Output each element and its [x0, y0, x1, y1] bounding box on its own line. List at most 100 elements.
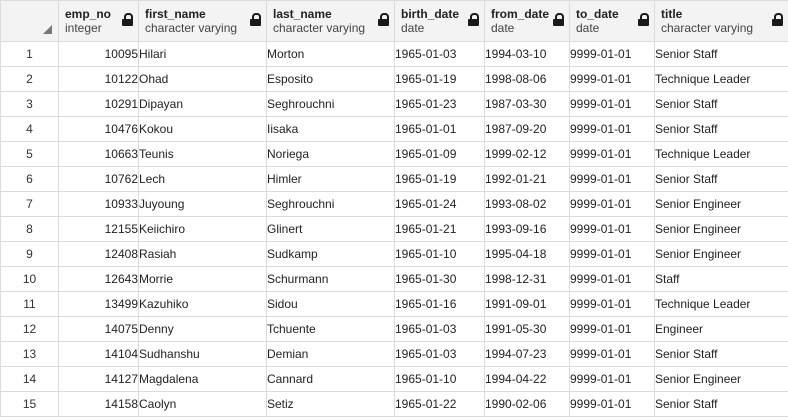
- cell-emp-no[interactable]: 10476: [58, 116, 139, 142]
- cell-birth-date[interactable]: 1965-01-30: [394, 266, 485, 292]
- cell-first-name[interactable]: Ohad: [138, 66, 267, 92]
- cell-birth-date[interactable]: 1965-01-19: [394, 166, 485, 192]
- cell-title[interactable]: Technique Leader: [654, 291, 788, 317]
- cell-emp-no[interactable]: 10122: [58, 66, 139, 92]
- cell-first-name[interactable]: Lech: [138, 166, 267, 192]
- cell-from-date[interactable]: 1999-02-12: [484, 141, 570, 167]
- cell-from-date[interactable]: 1998-12-31: [484, 266, 570, 292]
- table-row[interactable]: 15 14158 Caolyn Setiz 1965-01-22 1990-02…: [0, 391, 788, 417]
- cell-last-name[interactable]: Morton: [266, 41, 395, 67]
- cell-from-date[interactable]: 1992-01-21: [484, 166, 570, 192]
- row-number[interactable]: 14: [0, 366, 59, 392]
- row-number[interactable]: 8: [0, 216, 59, 242]
- cell-first-name[interactable]: Rasiah: [138, 241, 267, 267]
- row-number[interactable]: 3: [0, 91, 59, 117]
- cell-first-name[interactable]: Keiichiro: [138, 216, 267, 242]
- cell-to-date[interactable]: 9999-01-01: [569, 141, 655, 167]
- cell-from-date[interactable]: 1987-09-20: [484, 116, 570, 142]
- cell-last-name[interactable]: Sudkamp: [266, 241, 395, 267]
- cell-last-name[interactable]: Tchuente: [266, 316, 395, 342]
- cell-title[interactable]: Senior Engineer: [654, 191, 788, 217]
- cell-birth-date[interactable]: 1965-01-10: [394, 366, 485, 392]
- cell-emp-no[interactable]: 10663: [58, 141, 139, 167]
- cell-title[interactable]: Senior Staff: [654, 166, 788, 192]
- table-row[interactable]: 11 13499 Kazuhiko Sidou 1965-01-16 1991-…: [0, 291, 788, 317]
- cell-last-name[interactable]: Glinert: [266, 216, 395, 242]
- cell-last-name[interactable]: Iisaka: [266, 116, 395, 142]
- cell-to-date[interactable]: 9999-01-01: [569, 291, 655, 317]
- cell-birth-date[interactable]: 1965-01-19: [394, 66, 485, 92]
- cell-last-name[interactable]: Demian: [266, 341, 395, 367]
- cell-birth-date[interactable]: 1965-01-09: [394, 141, 485, 167]
- cell-birth-date[interactable]: 1965-01-21: [394, 216, 485, 242]
- row-number[interactable]: 1: [0, 41, 59, 67]
- select-all-corner-icon[interactable]: [43, 25, 52, 34]
- row-number[interactable]: 5: [0, 141, 59, 167]
- cell-from-date[interactable]: 1994-07-23: [484, 341, 570, 367]
- cell-to-date[interactable]: 9999-01-01: [569, 241, 655, 267]
- cell-birth-date[interactable]: 1965-01-01: [394, 116, 485, 142]
- cell-to-date[interactable]: 9999-01-01: [569, 91, 655, 117]
- cell-title[interactable]: Senior Staff: [654, 41, 788, 67]
- row-number[interactable]: 9: [0, 241, 59, 267]
- cell-birth-date[interactable]: 1965-01-10: [394, 241, 485, 267]
- cell-birth-date[interactable]: 1965-01-03: [394, 41, 485, 67]
- row-number[interactable]: 7: [0, 191, 59, 217]
- cell-to-date[interactable]: 9999-01-01: [569, 41, 655, 67]
- row-number[interactable]: 2: [0, 66, 59, 92]
- cell-emp-no[interactable]: 12408: [58, 241, 139, 267]
- cell-title[interactable]: Technique Leader: [654, 141, 788, 167]
- cell-emp-no[interactable]: 14127: [58, 366, 139, 392]
- table-row[interactable]: 12 14075 Denny Tchuente 1965-01-03 1991-…: [0, 316, 788, 342]
- cell-last-name[interactable]: Himler: [266, 166, 395, 192]
- cell-title[interactable]: Senior Staff: [654, 116, 788, 142]
- cell-first-name[interactable]: Sudhanshu: [138, 341, 267, 367]
- table-row[interactable]: 8 12155 Keiichiro Glinert 1965-01-21 199…: [0, 216, 788, 242]
- cell-first-name[interactable]: Caolyn: [138, 391, 267, 417]
- column-header-first-name[interactable]: first_name character varying: [138, 0, 267, 42]
- row-number[interactable]: 6: [0, 166, 59, 192]
- cell-first-name[interactable]: Dipayan: [138, 91, 267, 117]
- cell-first-name[interactable]: Juyoung: [138, 191, 267, 217]
- cell-first-name[interactable]: Denny: [138, 316, 267, 342]
- table-row[interactable]: 10 12643 Morrie Schurmann 1965-01-30 199…: [0, 266, 788, 292]
- cell-title[interactable]: Senior Staff: [654, 391, 788, 417]
- cell-birth-date[interactable]: 1965-01-22: [394, 391, 485, 417]
- cell-to-date[interactable]: 9999-01-01: [569, 316, 655, 342]
- table-row[interactable]: 3 10291 Dipayan Seghrouchni 1965-01-23 1…: [0, 91, 788, 117]
- cell-to-date[interactable]: 9999-01-01: [569, 366, 655, 392]
- cell-birth-date[interactable]: 1965-01-16: [394, 291, 485, 317]
- cell-to-date[interactable]: 9999-01-01: [569, 66, 655, 92]
- row-number[interactable]: 4: [0, 116, 59, 142]
- cell-emp-no[interactable]: 12155: [58, 216, 139, 242]
- cell-from-date[interactable]: 1987-03-30: [484, 91, 570, 117]
- column-header-title[interactable]: title character varying: [654, 0, 788, 42]
- cell-from-date[interactable]: 1990-02-06: [484, 391, 570, 417]
- cell-birth-date[interactable]: 1965-01-23: [394, 91, 485, 117]
- cell-title[interactable]: Senior Staff: [654, 341, 788, 367]
- cell-emp-no[interactable]: 14158: [58, 391, 139, 417]
- column-header-from-date[interactable]: from_date date: [484, 0, 570, 42]
- cell-last-name[interactable]: Noriega: [266, 141, 395, 167]
- row-number[interactable]: 10: [0, 266, 59, 292]
- cell-to-date[interactable]: 9999-01-01: [569, 116, 655, 142]
- cell-birth-date[interactable]: 1965-01-24: [394, 191, 485, 217]
- cell-from-date[interactable]: 1993-09-16: [484, 216, 570, 242]
- cell-last-name[interactable]: Sidou: [266, 291, 395, 317]
- table-row[interactable]: 4 10476 Kokou Iisaka 1965-01-01 1987-09-…: [0, 116, 788, 142]
- cell-from-date[interactable]: 1991-09-01: [484, 291, 570, 317]
- table-row[interactable]: 2 10122 Ohad Esposito 1965-01-19 1998-08…: [0, 66, 788, 92]
- cell-first-name[interactable]: Hilari: [138, 41, 267, 67]
- cell-first-name[interactable]: Kokou: [138, 116, 267, 142]
- cell-from-date[interactable]: 1994-04-22: [484, 366, 570, 392]
- cell-from-date[interactable]: 1991-05-30: [484, 316, 570, 342]
- cell-emp-no[interactable]: 10291: [58, 91, 139, 117]
- cell-last-name[interactable]: Cannard: [266, 366, 395, 392]
- table-row[interactable]: 1 10095 Hilari Morton 1965-01-03 1994-03…: [0, 41, 788, 67]
- row-number[interactable]: 12: [0, 316, 59, 342]
- cell-last-name[interactable]: Seghrouchni: [266, 191, 395, 217]
- cell-from-date[interactable]: 1998-08-06: [484, 66, 570, 92]
- cell-to-date[interactable]: 9999-01-01: [569, 341, 655, 367]
- table-row[interactable]: 13 14104 Sudhanshu Demian 1965-01-03 199…: [0, 341, 788, 367]
- row-number[interactable]: 11: [0, 291, 59, 317]
